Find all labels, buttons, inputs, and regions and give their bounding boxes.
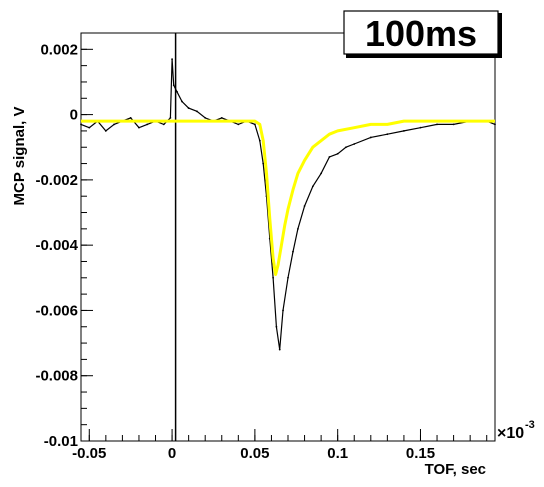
y-tick-label: -0.008: [35, 368, 78, 385]
signal-point: [282, 309, 284, 312]
signal-point: [104, 130, 107, 132]
x-exponent: ×10 -3: [497, 419, 535, 442]
signal-point: [138, 126, 140, 129]
signal-point: [237, 123, 240, 126]
signal-point: [320, 172, 323, 175]
signal-point: [436, 123, 438, 126]
x-exponent-base: ×10: [497, 425, 524, 442]
y-tick-label: -0.004: [35, 237, 78, 254]
signal-point: [403, 130, 405, 132]
signal-point: [113, 123, 116, 126]
signal-point: [88, 126, 91, 129]
y-tick-label: -0.002: [35, 172, 78, 189]
tag-label: 100ms: [365, 13, 477, 54]
y-axis-label: MCP signal, V: [11, 107, 28, 206]
signal-point: [196, 110, 198, 113]
x-tick-label: 0.15: [406, 445, 435, 462]
x-ticks: [88, 429, 488, 441]
signal-point: [311, 185, 314, 188]
signal-point: [176, 90, 178, 93]
signal-point: [129, 116, 132, 119]
signal-point: [172, 84, 175, 87]
y-tick-label: -0.01: [44, 433, 78, 450]
y-ticks: [81, 48, 93, 442]
signal-point: [278, 348, 281, 351]
signal-point: [262, 162, 265, 165]
x-tick-label: 0.1: [327, 445, 348, 462]
signal-point: [162, 123, 165, 126]
signal-point: [272, 276, 274, 279]
tag-box: 100ms: [343, 10, 502, 58]
signal-point: [345, 146, 347, 149]
x-tick-labels: -0.05 0 0.05 0.1 0.15: [72, 445, 435, 462]
signal-point: [369, 136, 372, 139]
signal-point: [494, 123, 496, 126]
series-layer: [80, 58, 496, 351]
y-tick-label: 0: [70, 107, 78, 124]
signal-point: [80, 123, 82, 126]
signal-point: [328, 156, 331, 158]
signal-point: [181, 100, 183, 103]
plot-frame: [80, 32, 496, 442]
y-tick-label: 0.002: [40, 41, 78, 58]
signal-point: [297, 227, 299, 230]
signal-point: [287, 276, 289, 279]
signal-point: [220, 116, 223, 119]
signal-point: [292, 250, 294, 253]
x-tick-label: -0.05: [72, 445, 106, 462]
signal-point: [171, 58, 173, 61]
x-axis-label: TOF, sec: [425, 461, 486, 478]
signal-series-line: [80, 59, 496, 350]
x-tick-label: 0: [168, 445, 176, 462]
signal-point: [146, 123, 149, 126]
signal-point: [303, 205, 306, 207]
x-exponent-power: -3: [525, 419, 535, 431]
y-tick-labels: 0.002 0 -0.002 -0.004 -0.006 -0.008 -0.01: [35, 41, 78, 450]
signal-point: [169, 116, 172, 119]
fit-series-line: [81, 119, 495, 276]
x-tick-label: 0.05: [240, 445, 269, 462]
signal-point: [386, 133, 389, 136]
signal-point: [253, 123, 256, 126]
signal-point: [336, 152, 339, 155]
signal-point: [204, 116, 207, 119]
signal-point: [452, 123, 455, 126]
signal-point: [353, 143, 356, 145]
signal-point: [419, 126, 422, 129]
signal-point: [187, 107, 190, 109]
y-tick-label: -0.006: [35, 302, 78, 319]
signal-point: [258, 139, 261, 142]
signal-point: [275, 325, 278, 328]
